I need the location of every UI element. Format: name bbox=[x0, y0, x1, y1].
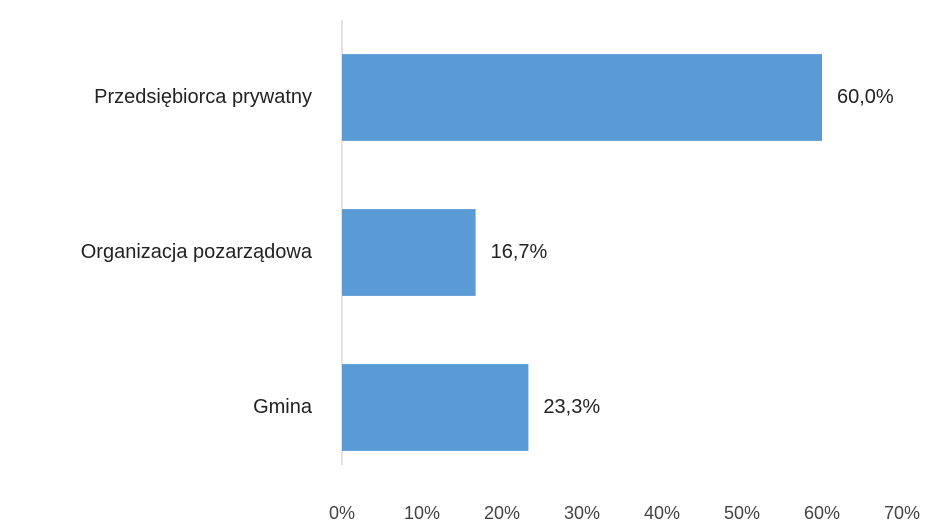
x-tick-label: 10% bbox=[404, 503, 440, 523]
x-tick-label: 60% bbox=[804, 503, 840, 523]
x-tick-label: 70% bbox=[884, 503, 920, 523]
bar bbox=[342, 364, 529, 451]
x-tick-label: 30% bbox=[564, 503, 600, 523]
y-tick-label: Organizacja pozarządowa bbox=[81, 241, 313, 263]
x-tick-label: 40% bbox=[644, 503, 680, 523]
x-tick-label: 0% bbox=[329, 503, 355, 523]
data-label: 16,7% bbox=[491, 241, 548, 263]
x-tick-label: 50% bbox=[724, 503, 760, 523]
x-tick-label: 20% bbox=[484, 503, 520, 523]
bar bbox=[342, 54, 822, 141]
data-label: 60,0% bbox=[837, 86, 894, 108]
y-tick-label: Gmina bbox=[253, 396, 313, 418]
data-label: 23,3% bbox=[543, 396, 600, 418]
y-tick-label: Przedsiębiorca prywatny bbox=[94, 86, 312, 108]
bar bbox=[342, 209, 476, 296]
